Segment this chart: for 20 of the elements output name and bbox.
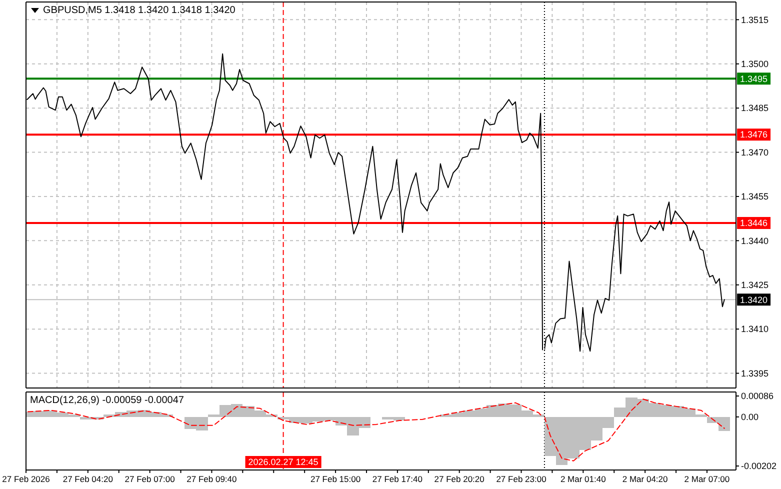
y-tick-label: 1.3440 bbox=[741, 236, 769, 246]
x-tick-label: 2 Mar 07:00 bbox=[684, 474, 730, 484]
y-tick-label: 1.3395 bbox=[741, 368, 769, 378]
ref-line-label: 1.3476 bbox=[740, 130, 768, 140]
y-tick-label: 1.3485 bbox=[741, 103, 769, 114]
x-tick-label: 2 Mar 01:40 bbox=[560, 474, 606, 484]
y-tick-label: 0.00 bbox=[741, 412, 759, 422]
y-tick-label: -0.00202 bbox=[741, 461, 777, 472]
chart-title: GBPUSD,M5 1.3418 1.3420 1.3418 1.3420 bbox=[43, 5, 236, 16]
y-tick-label: 0.00086 bbox=[741, 391, 774, 402]
y-tick-label: 1.3410 bbox=[741, 324, 769, 334]
y-tick-label: 1.3425 bbox=[741, 280, 769, 290]
ref-line-label: 1.3495 bbox=[740, 74, 768, 84]
y-tick-label: 1.3515 bbox=[741, 14, 769, 25]
ref-line-label: 1.3420 bbox=[740, 294, 768, 305]
x-tick-label: 2 Mar 04:20 bbox=[622, 474, 668, 484]
y-tick-label: 1.3455 bbox=[741, 192, 769, 202]
y-tick-label: 1.3470 bbox=[741, 147, 769, 158]
y-tick-label: 1.3500 bbox=[741, 59, 769, 70]
ref-line-label: 1.3446 bbox=[740, 218, 768, 228]
